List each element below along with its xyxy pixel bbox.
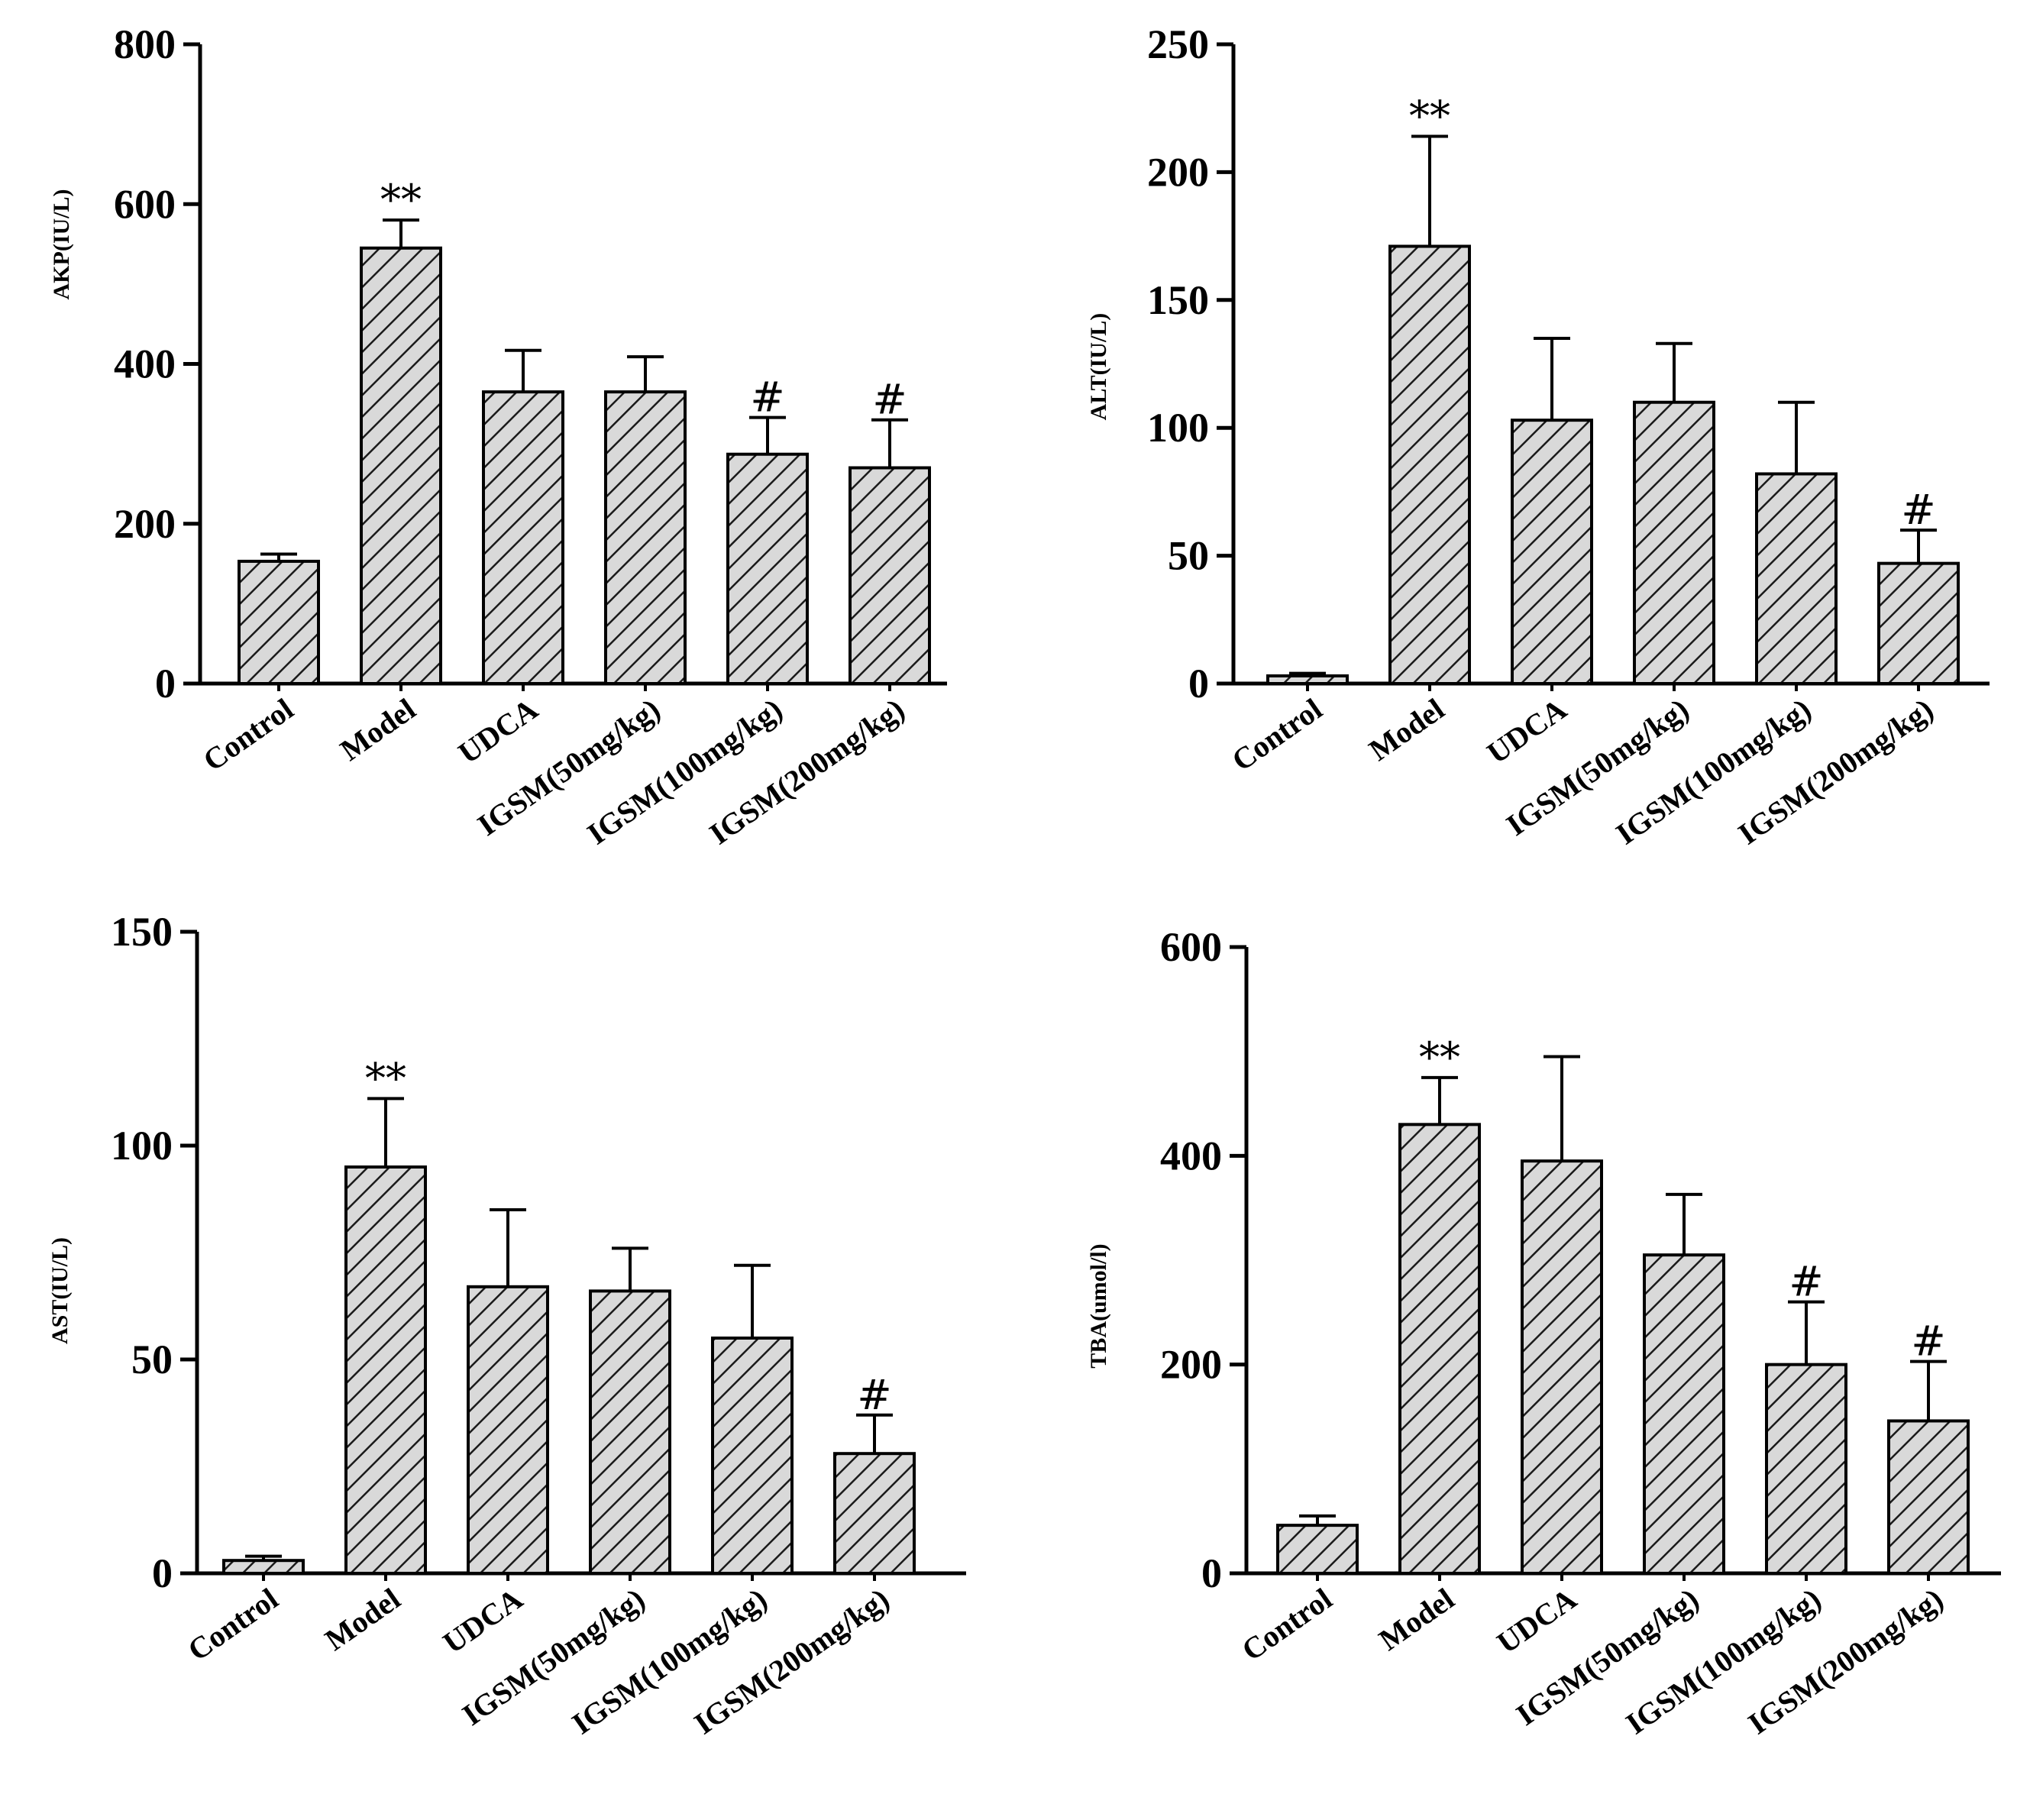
bar <box>1276 1524 1359 1575</box>
x-category-label: Model <box>1372 1582 1460 1657</box>
y-tick-label: 600 <box>1160 924 1222 970</box>
y-tick-label: 200 <box>114 501 176 547</box>
bar <box>1521 1159 1603 1575</box>
y-tick-label: 100 <box>1147 405 1209 451</box>
significance-marker: # <box>1901 486 1935 534</box>
y-axis-title: TBA(umol/l) <box>1086 1243 1111 1368</box>
significance-marker: # <box>750 373 784 422</box>
bar <box>1633 400 1715 685</box>
y-tick-label: 0 <box>1201 1550 1222 1596</box>
x-category-label: Control <box>197 692 299 778</box>
y-tick-label: 50 <box>131 1337 173 1382</box>
akp-chart-panel: 0 200 400 600 800 AKP(IU/L) Control ** Model UDCA… <box>49 21 947 851</box>
y-tick-label: 200 <box>1147 149 1209 195</box>
significance-marker: # <box>872 376 907 424</box>
bar <box>589 1289 671 1576</box>
bar <box>1877 561 1960 685</box>
bar <box>604 390 687 686</box>
y-tick-label: 600 <box>114 181 176 227</box>
significance-marker: # <box>857 1371 891 1419</box>
bar <box>482 390 564 686</box>
x-category-label: UDCA <box>452 691 545 770</box>
bar <box>222 1559 305 1575</box>
x-category-label: Control <box>182 1582 284 1668</box>
x-category-label: UDCA <box>1481 691 1573 770</box>
y-tick-label: 0 <box>155 661 176 706</box>
y-tick-label: 150 <box>111 909 173 955</box>
x-category-label: Model <box>334 692 422 768</box>
bar <box>711 1337 794 1575</box>
bar <box>1511 419 1593 685</box>
bar <box>833 1452 916 1575</box>
alt-chart-panel: 0 50 100 150 200 250 ALT(IU/L) Control ** Model UD… <box>1086 21 1990 851</box>
bar <box>1398 1123 1481 1576</box>
bar <box>238 559 320 686</box>
y-tick-label: 0 <box>152 1550 173 1596</box>
bar <box>849 466 931 685</box>
significance-marker: ** <box>380 176 422 224</box>
y-tick-label: 250 <box>1147 21 1209 67</box>
x-category-label: UDCA <box>437 1581 529 1660</box>
bar <box>467 1285 549 1576</box>
bar <box>1643 1253 1725 1575</box>
bar <box>1765 1363 1847 1575</box>
significance-marker: ** <box>1419 1033 1460 1081</box>
y-tick-label: 100 <box>111 1123 173 1169</box>
significance-marker: # <box>1789 1258 1823 1306</box>
x-category-label: Model <box>1362 692 1450 768</box>
y-axis-title: ALT(IU/L) <box>1086 313 1111 421</box>
y-tick-label: 200 <box>1160 1342 1222 1388</box>
bar <box>360 246 442 685</box>
bar <box>1755 472 1838 685</box>
bar <box>1388 244 1471 685</box>
x-category-label: Control <box>1226 692 1328 778</box>
y-tick-label: 0 <box>1188 661 1209 706</box>
x-category-label: UDCA <box>1491 1581 1583 1660</box>
bar <box>1266 674 1349 685</box>
significance-marker: ** <box>365 1054 406 1102</box>
y-tick-label: 150 <box>1147 277 1209 323</box>
x-category-label: Model <box>318 1582 406 1657</box>
significance-marker: ** <box>1409 92 1450 141</box>
bar <box>344 1165 427 1575</box>
y-tick-label: 800 <box>114 21 176 67</box>
y-axis-title: AST(IU/L) <box>47 1237 73 1344</box>
y-tick-label: 400 <box>114 341 176 387</box>
bar <box>1887 1419 1970 1576</box>
y-tick-label: 400 <box>1160 1133 1222 1178</box>
y-tick-label: 50 <box>1168 533 1209 579</box>
bar <box>726 452 809 685</box>
y-axis-title: AKP(IU/L) <box>49 189 74 300</box>
x-category-label: Control <box>1236 1582 1338 1668</box>
significance-marker: # <box>1911 1317 1945 1366</box>
